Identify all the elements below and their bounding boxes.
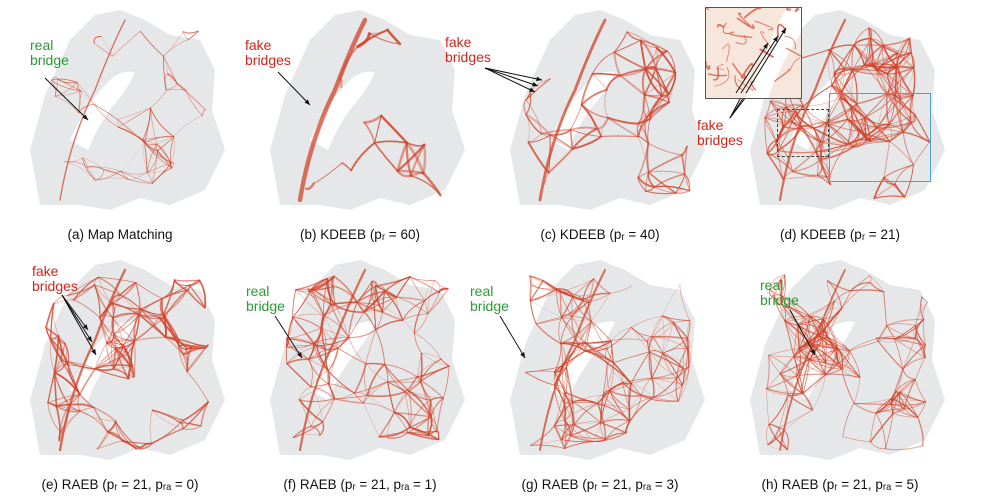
arrow-icon — [484, 67, 539, 87]
arrow-icon — [735, 42, 769, 94]
map-a — [30, 10, 225, 210]
map-h — [750, 260, 945, 460]
arrow-icon — [484, 67, 536, 93]
map-b — [270, 10, 465, 210]
zoom-inset-map — [706, 8, 801, 98]
arrow-icon — [274, 315, 303, 359]
highlight-box — [829, 93, 931, 182]
panel-h: real bridge (h) RAEB (pᵣ = 21, pᵣₐ = 5) — [720, 250, 960, 500]
caption-c: (c) KDEEB (pᵣ = 40) — [540, 227, 660, 242]
panel-f: real bridge (f) RAEB (pᵣ = 21, pᵣₐ = 1) — [240, 250, 480, 500]
arrow-icon — [745, 27, 787, 94]
arrow-icon — [61, 294, 89, 331]
arrow-icon — [61, 294, 97, 356]
annotation-d: fake bridges — [697, 117, 743, 148]
map-c — [484, 10, 705, 210]
annotation-e: fake bridges — [32, 263, 78, 294]
caption-b: (b) KDEEB (pᵣ = 60) — [300, 227, 420, 242]
annotation-c: fake bridges — [445, 34, 491, 65]
arrow-icon — [789, 309, 816, 356]
arrow-icon — [484, 67, 543, 82]
arrow-icon — [44, 77, 89, 121]
caption-e: (e) RAEB (pᵣ = 21, pᵣₐ = 0) — [41, 477, 199, 492]
panel-e: fake bridges (e) RAEB (pᵣ = 21, pᵣₐ = 0) — [0, 250, 240, 500]
panel-a: real bridge (a) Map Matching — [0, 0, 240, 250]
panel-b: fake bridges (b) KDEEB (pᵣ = 60) — [240, 0, 480, 250]
panel-g: real bridge (g) RAEB (pᵣ = 21, pᵣₐ = 3) — [470, 250, 720, 500]
caption-g: (g) RAEB (pᵣ = 21, pᵣₐ = 3) — [521, 477, 679, 492]
caption-a: (a) Map Matching — [67, 227, 173, 242]
annotation-g: real bridge — [470, 283, 509, 314]
map-f — [270, 260, 465, 460]
annotation-a: real bridge — [30, 37, 69, 68]
caption-f: (f) RAEB (pᵣ = 21, pᵣₐ = 1) — [283, 477, 437, 492]
arrow-icon — [277, 71, 311, 106]
arrow-icon — [499, 315, 526, 359]
map-e — [30, 260, 225, 460]
zoom-inset — [705, 7, 802, 99]
annotation-b: fake bridges — [245, 37, 291, 68]
arrow-icon — [740, 35, 779, 94]
panel-c: fake bridges (c) KDEEB (pᵣ = 40) — [445, 0, 720, 250]
annotation-h: real bridge — [760, 277, 799, 308]
annotation-f: real bridge — [246, 283, 285, 314]
caption-h: (h) RAEB (pᵣ = 21, pᵣₐ = 5) — [761, 477, 919, 492]
zoom-source-box — [777, 109, 829, 157]
caption-d: (d) KDEEB (pᵣ = 21) — [780, 227, 900, 242]
map-g — [499, 260, 705, 460]
